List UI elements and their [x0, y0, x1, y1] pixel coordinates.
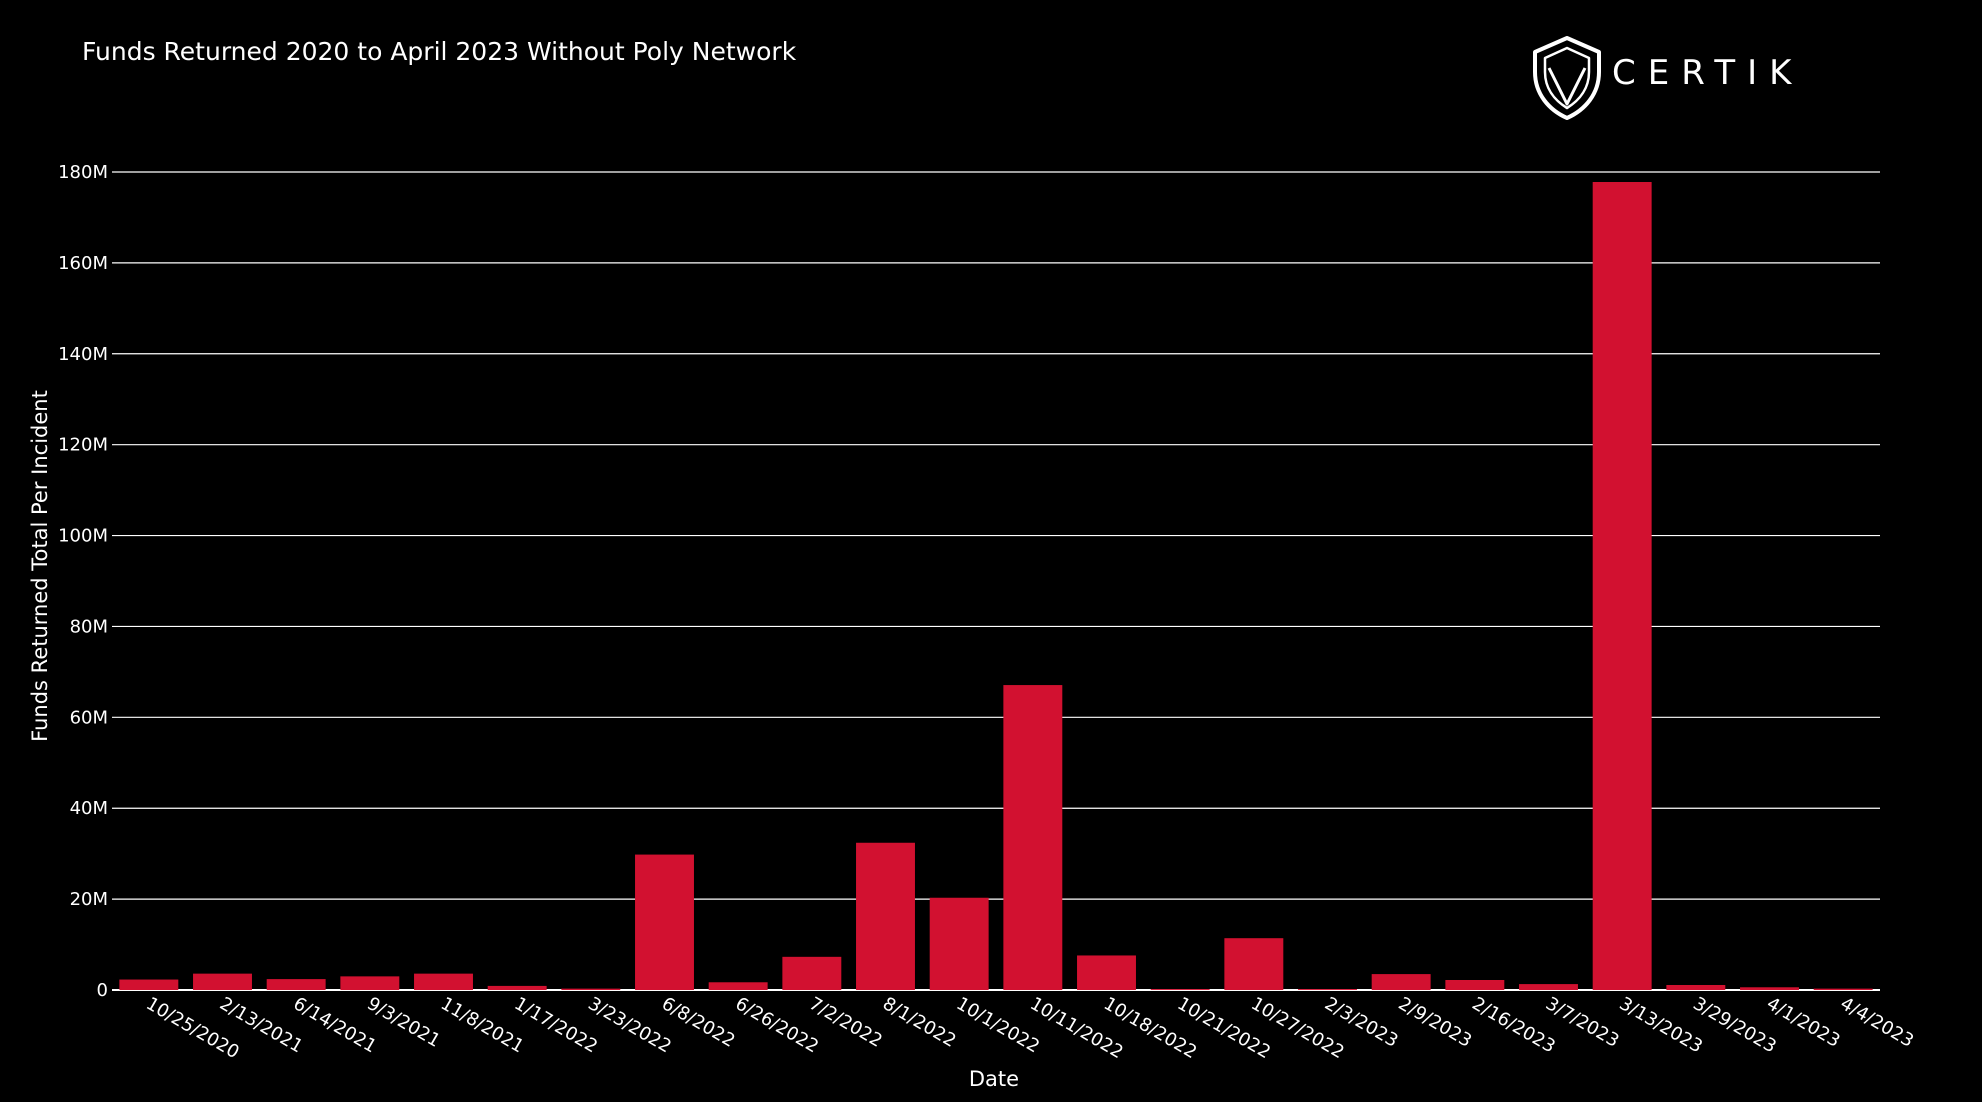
certik-logo: CERTIK [1533, 36, 1803, 120]
bar [1298, 989, 1357, 990]
certik-logo-text: CERTIK [1612, 53, 1803, 93]
bar [1077, 955, 1136, 990]
y-tick-label: 0 [97, 980, 108, 1001]
y-tick-label: 80M [70, 616, 108, 637]
bar [193, 973, 252, 990]
y-tick-label: 100M [58, 526, 108, 547]
bar [1519, 984, 1578, 990]
bar [119, 979, 179, 990]
y-tick-label: 140M [58, 344, 108, 365]
y-tick-label: 160M [58, 253, 108, 274]
bar [487, 985, 547, 990]
bar [1592, 181, 1652, 990]
certik-shield-icon [1533, 36, 1601, 120]
bar [1150, 989, 1210, 990]
bar [1224, 938, 1284, 990]
bar [1371, 974, 1431, 990]
y-axis-title: Funds Returned Total Per Incident [28, 390, 52, 742]
y-tick-label: 60M [70, 707, 108, 728]
y-tick-label: 120M [58, 435, 108, 456]
bar [1003, 685, 1063, 990]
bar [1813, 988, 1873, 990]
bar [856, 842, 915, 990]
bar [561, 988, 621, 990]
bar [1740, 987, 1799, 990]
bar [1666, 985, 1726, 990]
bar [782, 956, 842, 990]
bar [1445, 980, 1505, 990]
bar [635, 854, 694, 990]
bars [119, 181, 1873, 990]
bar [266, 979, 326, 990]
y-tick-label: 20M [70, 889, 108, 910]
gridlines [112, 171, 1880, 991]
chart-title: Funds Returned 2020 to April 2023 Withou… [82, 37, 797, 66]
bar [929, 897, 989, 990]
bar [708, 982, 768, 990]
y-axis-ticks: 0 20M 40M 60M 80M 100M 120M 140M 160M 180M [58, 162, 108, 1001]
y-tick-label: 40M [70, 798, 108, 819]
y-tick-label: 180M [58, 162, 108, 183]
bar [340, 976, 400, 990]
x-axis-title: Date [969, 1067, 1019, 1091]
bar [414, 973, 473, 990]
